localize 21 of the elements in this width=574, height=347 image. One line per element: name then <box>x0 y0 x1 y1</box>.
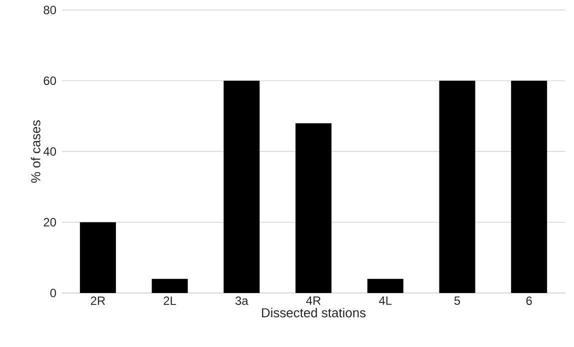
x-tick-label: 4R <box>306 296 321 305</box>
x-tick-label: 3a <box>235 296 248 305</box>
x-tick-label: 4L <box>378 296 392 305</box>
y-tick-label: 80 <box>44 6 56 14</box>
x-tick-label: 6 <box>526 296 532 305</box>
bar <box>295 123 332 293</box>
y-tick-label: 60 <box>44 76 56 85</box>
y-tick-label: 0 <box>50 288 56 298</box>
x-tick-label: 2R <box>90 296 106 305</box>
bar <box>511 80 548 293</box>
bar <box>80 222 116 293</box>
bar <box>367 278 404 293</box>
x-axis-title: Dissected stations <box>262 308 366 318</box>
y-axis-title: % of cases <box>30 120 40 183</box>
x-tick-label: 2L <box>164 296 176 305</box>
bar <box>152 278 188 293</box>
y-tick-label: 40 <box>43 147 56 156</box>
bar <box>224 80 260 293</box>
x-tick-label: 5 <box>454 296 460 305</box>
y-tick-label: 20 <box>44 218 56 226</box>
bar <box>439 80 476 293</box>
